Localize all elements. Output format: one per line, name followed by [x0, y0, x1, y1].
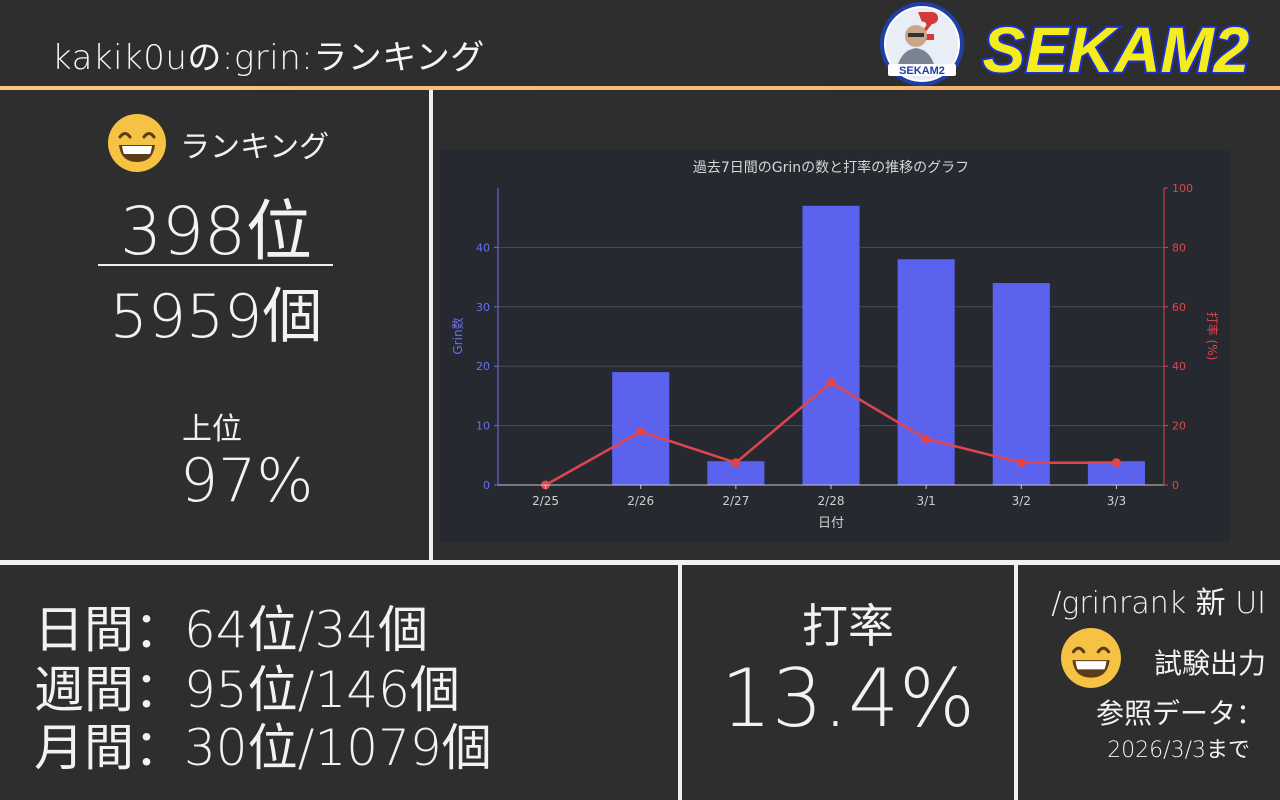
y-tick-label: 30	[476, 301, 490, 314]
daily-stat: 日間：64位/34個	[34, 601, 429, 659]
rate-point	[921, 434, 931, 444]
weekly-stat: 週間：95位/146個	[34, 661, 460, 719]
ranking-fraction-line	[98, 264, 333, 266]
x-tick-label: 2/26	[627, 494, 654, 508]
reference-data-label: 参照データ：	[1095, 697, 1264, 730]
y2-tick-label: 100	[1172, 182, 1193, 195]
grin-chart: 過去7日間のGrinの数と打率の推移のグラフ 2/25 2/26 2/27 2/28 3…	[440, 150, 1230, 542]
ranking-position: 398位	[120, 193, 312, 270]
y-tick-label: 0	[483, 479, 490, 492]
chart-bar	[802, 205, 860, 485]
trial-output-label: 試験出力	[1153, 647, 1266, 680]
chart-bar	[992, 283, 1050, 485]
rate-point	[636, 427, 646, 437]
reference-date: 2026/3/3まで	[1107, 738, 1250, 763]
divider-vertical-bottom-1	[678, 565, 682, 800]
y-tick-label: 40	[476, 241, 490, 254]
chart-bar	[707, 461, 765, 485]
x-axis-label: 日付	[818, 516, 844, 531]
logo-badge-text: SEKAM2	[899, 65, 945, 77]
y-tick-label: 10	[476, 420, 490, 433]
x-tick-label: 2/27	[722, 494, 749, 508]
rate-point	[1016, 458, 1026, 468]
x-tick-label: 3/2	[1012, 494, 1031, 508]
y-tick-label: 20	[476, 360, 490, 373]
rate-point	[1111, 458, 1121, 468]
rate-label: 打率	[802, 599, 894, 653]
header-accent-line	[0, 86, 1280, 90]
rate-value: 13.4%	[720, 652, 976, 745]
chart-title: 過去7日間のGrinの数と打率の推移のグラフ	[693, 159, 969, 176]
x-tick-label: 3/3	[1107, 494, 1126, 508]
x-tick-label: 2/25	[532, 494, 559, 508]
top-percent-value: 97%	[180, 446, 314, 516]
rate-point	[826, 378, 836, 388]
chart-bar	[1087, 461, 1145, 485]
x-tick-label: 3/1	[916, 494, 935, 508]
ranking-label: ランキング	[180, 130, 330, 165]
grin-emoji-icon	[108, 114, 166, 172]
chart-bar	[897, 259, 955, 485]
rate-point	[731, 458, 741, 468]
ranking-total: 5959個	[109, 282, 323, 352]
y2-tick-label: 20	[1172, 420, 1186, 433]
y-axis-left-label: Grin数	[450, 317, 465, 354]
y2-tick-label: 40	[1172, 360, 1186, 373]
y-axis-right-label: 打率 (%)	[1205, 312, 1220, 361]
grin-chart-svg: 過去7日間のGrinの数と打率の推移のグラフ 2/25 2/26 2/27 2/28 3…	[450, 159, 1220, 531]
y2-tick-label: 60	[1172, 301, 1186, 314]
y2-tick-label: 80	[1172, 241, 1186, 254]
divider-horizontal-middle	[0, 560, 1280, 565]
new-ui-label: /grinrank 新 UI	[1051, 586, 1266, 621]
divider-vertical-top	[429, 90, 433, 560]
y2-tick-label: 0	[1172, 479, 1179, 492]
logo-text: SEKAM2	[983, 14, 1250, 86]
top-percent-label: 上位	[182, 412, 242, 447]
sekam2-logo: SEKAM2 SEKAM2	[880, 2, 1251, 88]
divider-vertical-bottom-2	[1014, 565, 1018, 800]
page-title: kakik0uの:grin:ランキング	[52, 38, 485, 78]
grin-emoji-icon	[1061, 628, 1121, 688]
monthly-stat: 月間：30位/1079個	[34, 719, 492, 777]
x-tick-label: 2/28	[818, 494, 845, 508]
